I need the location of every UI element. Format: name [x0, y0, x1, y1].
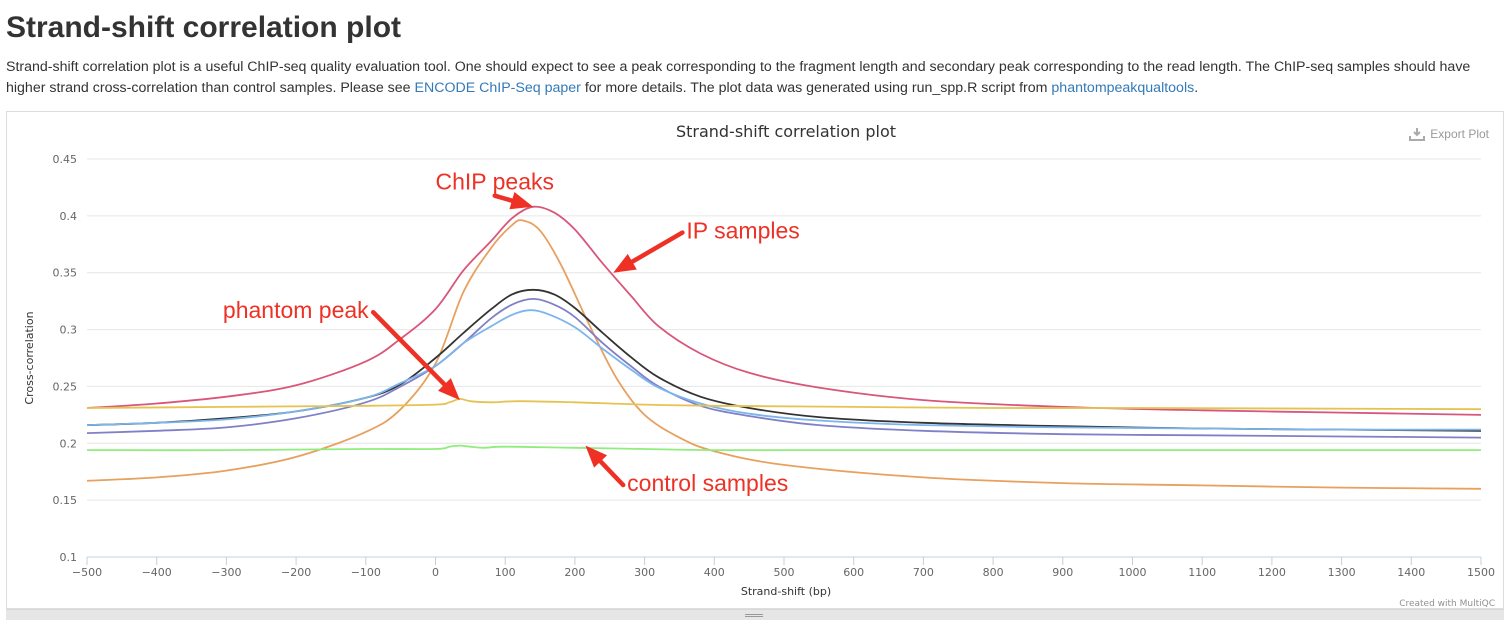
- series-line-1[interactable]: [86, 205, 1482, 416]
- x-tick-label: 300: [634, 566, 655, 579]
- plot-container: 0.1 0.15 0.2 0.25 0.3 0.35 0.4 0.45 −500 −400 −30…: [6, 111, 1504, 609]
- x-tick-label: 800: [983, 566, 1004, 579]
- series-line-7[interactable]: [86, 444, 1481, 452]
- strand-shift-chart: 0.1 0.15 0.2 0.25 0.3 0.35 0.4 0.45 −500 −400 −30…: [23, 122, 1495, 608]
- x-tick-label: −400: [142, 566, 172, 579]
- y-tick-label: 0.15: [53, 494, 78, 507]
- annotation-arrow-head: [585, 445, 608, 468]
- x-tick-label: 0: [432, 566, 439, 579]
- x-tick-label: −500: [72, 566, 102, 579]
- y-tick-label: 0.4: [60, 210, 78, 223]
- x-tick-label: 400: [704, 566, 725, 579]
- x-tick-label: 1200: [1258, 566, 1286, 579]
- y-axis-title: Cross-correlation: [23, 311, 36, 404]
- annotation-label-1: ChIP peaks: [436, 169, 554, 195]
- x-tick-label: 1500: [1467, 566, 1495, 579]
- annotation-arrow-shaft: [598, 459, 626, 488]
- series-line-4[interactable]: [86, 297, 1482, 439]
- annotations: ChIP peaks IP samples phantom peak control …: [223, 169, 800, 496]
- x-tick-label: 600: [843, 566, 864, 579]
- y-axis: 0.1 0.15 0.2 0.25 0.3 0.35 0.4 0.45: [53, 153, 78, 564]
- series-lines[interactable]: [86, 205, 1482, 490]
- x-axis-title: Strand-shift (bp): [741, 585, 831, 598]
- x-axis: −500 −400 −300 −200 −100 0 100 200 300 400 500 600 7…: [72, 556, 1495, 579]
- download-icon: [1409, 128, 1426, 141]
- page-title: Strand-shift correlation plot: [6, 11, 402, 44]
- annotation-arrow-shaft: [492, 193, 515, 203]
- annotation-label-3: phantom peak: [223, 297, 369, 323]
- grip-line: [745, 614, 763, 615]
- export-plot-button[interactable]: Export Plot: [1409, 127, 1489, 141]
- x-tick-label: 1100: [1188, 566, 1216, 579]
- x-tick-label: 200: [564, 566, 585, 579]
- x-tick-label: 1000: [1119, 566, 1147, 579]
- x-tick-label: 900: [1052, 566, 1073, 579]
- annotation-arrow-head: [613, 253, 637, 273]
- y-tick-label: 0.35: [53, 267, 78, 280]
- intro-text-3: .: [1194, 79, 1199, 96]
- chart-title: Strand-shift correlation plot: [676, 122, 896, 141]
- annotation-arrow-head: [438, 378, 460, 401]
- export-plot-label: Export Plot: [1430, 127, 1489, 141]
- x-tick-label: −300: [211, 566, 241, 579]
- annotation-arrow-shaft: [370, 309, 447, 387]
- annotation-arrow-head: [509, 192, 534, 210]
- y-tick-label: 0.45: [53, 153, 78, 166]
- annotation-label-4: control samples: [627, 470, 788, 496]
- intro-paragraph: Strand-shift correlation plot is a usefu…: [6, 57, 1496, 98]
- annotation-arrow-shaft: [630, 230, 685, 264]
- x-tick-label: 100: [495, 566, 516, 579]
- grid-lines: [87, 158, 1481, 501]
- x-tick-label: −100: [351, 566, 381, 579]
- annotation-label-2: IP samples: [686, 218, 799, 244]
- x-tick-label: −200: [281, 566, 311, 579]
- y-tick-label: 0.1: [60, 551, 78, 564]
- x-tick-label: 500: [774, 566, 795, 579]
- series-line-5[interactable]: [86, 309, 1482, 431]
- y-tick-label: 0.3: [60, 324, 78, 337]
- multiqc-credit: Created with MultiQC: [1399, 599, 1495, 608]
- y-tick-label: 0.2: [60, 437, 78, 450]
- encode-paper-link[interactable]: ENCODE ChIP-Seq paper: [414, 79, 581, 96]
- x-tick-label: 1400: [1397, 566, 1425, 579]
- x-tick-label: 1300: [1328, 566, 1356, 579]
- series-line-2[interactable]: [86, 219, 1482, 490]
- resize-handle[interactable]: [6, 609, 1504, 620]
- grip-line: [745, 616, 763, 617]
- series-line-6[interactable]: [86, 397, 1482, 411]
- intro-text-1: Strand-shift correlation plot is a usefu…: [6, 59, 1471, 96]
- phantompeakqualtools-link[interactable]: phantompeakqualtools: [1051, 79, 1195, 96]
- intro-text-2: for more details. The plot data was gene…: [580, 79, 1052, 96]
- y-tick-label: 0.25: [53, 380, 78, 393]
- x-tick-label: 700: [913, 566, 934, 579]
